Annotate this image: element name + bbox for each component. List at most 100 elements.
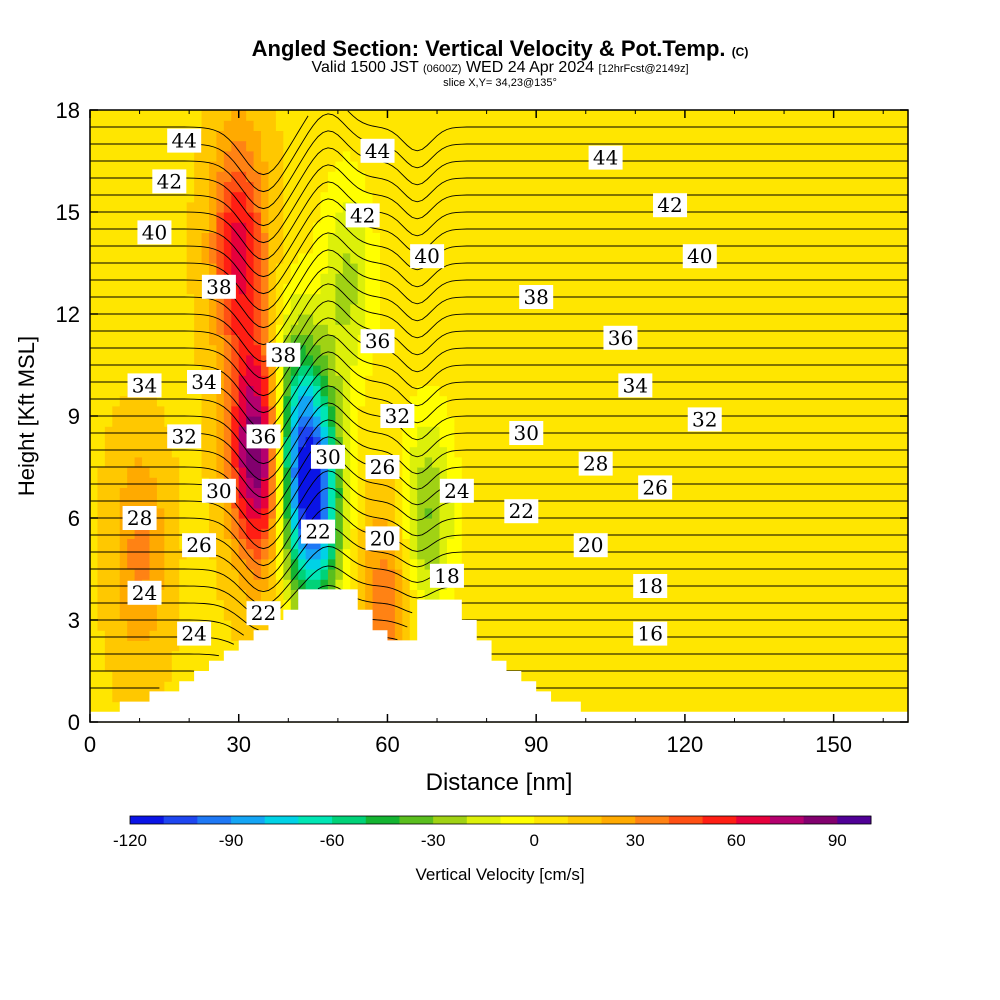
- velocity-cell: [275, 507, 284, 519]
- velocity-cell: [216, 620, 225, 631]
- velocity-cell: [186, 395, 195, 407]
- velocity-cell: [551, 538, 560, 550]
- velocity-cell: [156, 599, 165, 611]
- velocity-cell: [454, 120, 463, 131]
- velocity-cell: [365, 507, 374, 519]
- velocity-cell: [104, 416, 113, 427]
- velocity-cell: [246, 589, 255, 601]
- velocity-cell: [201, 303, 210, 315]
- velocity-cell: [194, 273, 203, 284]
- velocity-cell: [543, 558, 552, 570]
- velocity-cell: [528, 518, 537, 529]
- velocity-cell: [253, 263, 262, 274]
- velocity-cell: [119, 232, 128, 244]
- velocity-cell: [439, 140, 448, 152]
- velocity-cell: [342, 558, 351, 570]
- velocity-cell: [677, 324, 686, 335]
- velocity-cell: [677, 599, 686, 611]
- velocity-cell: [484, 436, 493, 448]
- velocity-cell: [380, 191, 389, 203]
- velocity-cell: [506, 630, 515, 641]
- velocity-cell: [127, 344, 136, 356]
- velocity-cell: [528, 150, 537, 162]
- velocity-cell: [543, 232, 552, 244]
- velocity-cell: [90, 456, 99, 468]
- velocity-cell: [528, 263, 537, 274]
- velocity-cell: [499, 293, 508, 305]
- velocity-cell: [164, 283, 173, 295]
- velocity-cell: [513, 365, 522, 376]
- velocity-cell: [127, 671, 136, 682]
- velocity-cell: [231, 426, 240, 437]
- velocity-cell: [171, 201, 180, 213]
- velocity-cell: [610, 609, 619, 621]
- velocity-cell: [90, 140, 99, 152]
- velocity-cell: [104, 273, 113, 284]
- velocity-cell: [342, 181, 351, 193]
- velocity-cell: [179, 507, 188, 519]
- velocity-cell: [491, 365, 500, 376]
- velocity-cell: [208, 640, 218, 652]
- velocity-cell: [112, 416, 121, 427]
- velocity-cell: [640, 416, 649, 427]
- velocity-cell: [476, 273, 485, 284]
- velocity-cell: [104, 548, 113, 560]
- velocity-cell: [580, 314, 589, 325]
- velocity-cell: [380, 497, 389, 509]
- velocity-cell: [484, 395, 493, 407]
- chart-valid-time: Valid 1500 JST (0600Z) WED 24 Apr 2024 […: [311, 59, 689, 76]
- velocity-cell: [446, 436, 455, 448]
- velocity-cell: [275, 467, 284, 478]
- velocity-cell: [670, 487, 679, 499]
- velocity-cell: [357, 395, 366, 407]
- velocity-cell: [104, 354, 113, 366]
- velocity-cell: [543, 314, 552, 325]
- velocity-cell: [97, 671, 106, 682]
- velocity-cell: [625, 538, 634, 550]
- velocity-cell: [521, 303, 530, 315]
- velocity-cell: [97, 701, 106, 713]
- velocity-cell: [580, 671, 589, 682]
- velocity-cell: [469, 140, 478, 152]
- velocity-cell: [603, 569, 612, 580]
- velocity-cell: [424, 375, 433, 386]
- velocity-cell: [670, 701, 679, 713]
- velocity-cell: [283, 334, 292, 346]
- velocity-cell: [394, 140, 403, 152]
- velocity-cell: [506, 212, 515, 223]
- velocity-cell: [335, 303, 344, 315]
- velocity-cell: [134, 150, 143, 162]
- velocity-cell: [521, 528, 530, 539]
- velocity-cell: [617, 569, 627, 580]
- velocity-cell: [506, 589, 515, 601]
- velocity-cell: [573, 201, 582, 213]
- velocity-cell: [186, 344, 195, 356]
- velocity-cell: [655, 344, 664, 356]
- velocity-cell: [365, 181, 374, 193]
- velocity-cell: [134, 671, 143, 682]
- velocity-cell: [104, 426, 113, 437]
- velocity-cell: [402, 518, 411, 529]
- velocity-cell: [580, 487, 589, 499]
- velocity-cell: [454, 293, 463, 305]
- velocity-cell: [97, 344, 106, 356]
- velocity-cell: [476, 436, 485, 448]
- velocity-cell: [357, 222, 366, 233]
- velocity-cell: [640, 599, 649, 611]
- velocity-cell: [305, 446, 314, 458]
- velocity-cell: [670, 263, 679, 274]
- velocity-cell: [290, 150, 299, 162]
- velocity-cell: [238, 518, 247, 529]
- velocity-cell: [216, 232, 225, 244]
- velocity-cell: [439, 365, 448, 376]
- velocity-cell: [670, 365, 679, 376]
- velocity-cell: [655, 436, 664, 448]
- velocity-cell: [603, 222, 612, 233]
- velocity-cell: [432, 201, 441, 213]
- velocity-cell: [208, 620, 218, 631]
- velocity-cell: [201, 446, 210, 458]
- velocity-cell: [565, 303, 574, 315]
- velocity-cell: [491, 375, 500, 386]
- velocity-cell: [595, 252, 604, 264]
- velocity-cell: [536, 191, 545, 203]
